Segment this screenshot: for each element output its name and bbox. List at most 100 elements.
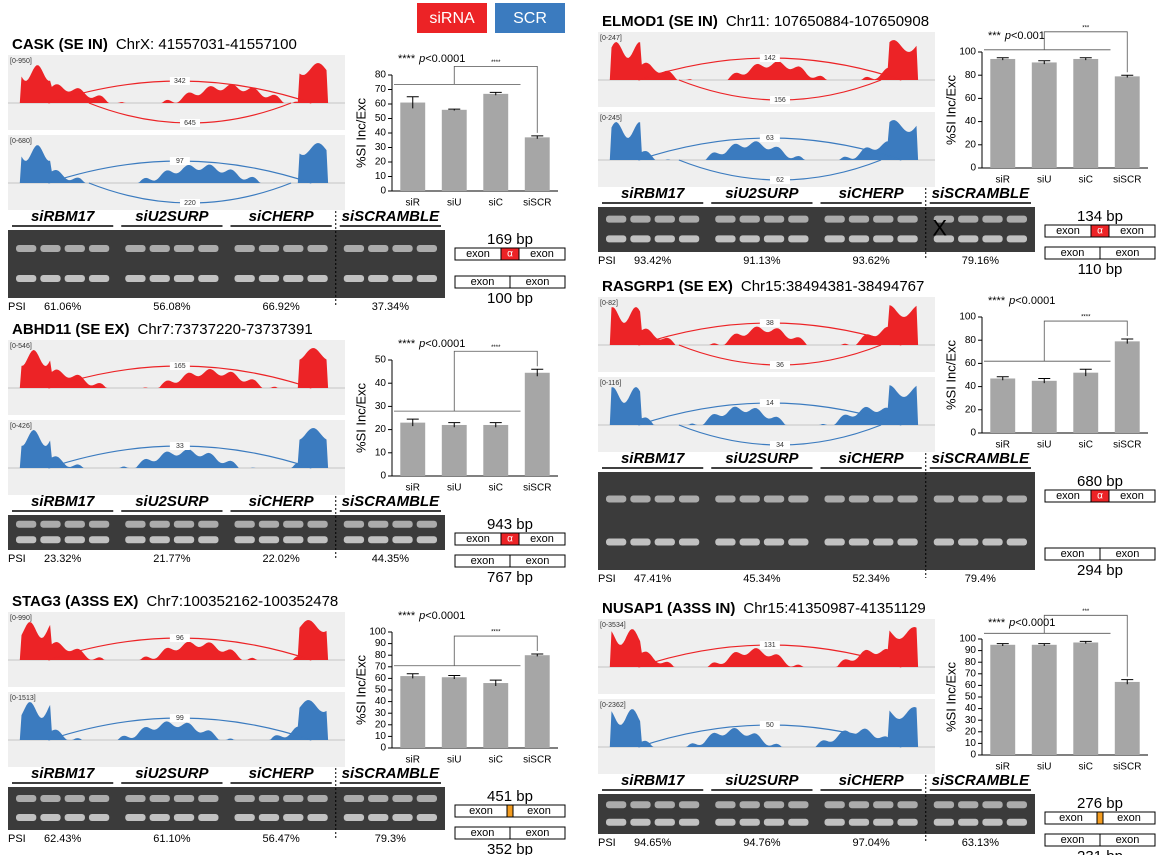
lane-group: siSCRAMBLE	[342, 208, 441, 225]
y-tick-label: 100	[959, 47, 976, 58]
gel-band	[764, 216, 784, 223]
psi-value: 62.43%	[44, 833, 82, 845]
psi-value: 21.77%	[153, 553, 191, 565]
gel-band	[764, 539, 784, 546]
y-tick-label: 20	[375, 719, 387, 730]
gel-band	[934, 495, 954, 502]
gel-band	[198, 795, 218, 802]
track-range: [0-3534]	[600, 622, 626, 629]
y-tick-label: 60	[375, 673, 387, 684]
track-range: [0-426]	[10, 423, 32, 430]
junction-count: 142	[764, 55, 776, 62]
gel-band	[150, 521, 170, 528]
coordinates: Chr15:41350987-41351129	[743, 600, 925, 617]
gel-band	[150, 536, 170, 543]
gel-band	[740, 801, 760, 808]
gel-band	[764, 495, 784, 502]
gel-band	[235, 245, 255, 252]
psi-value: 37.34%	[372, 301, 410, 313]
junction-count: 36	[776, 362, 784, 369]
x-tick-label: siR	[406, 198, 420, 209]
gel-band	[849, 801, 869, 808]
p: p	[418, 53, 425, 65]
gel-band	[307, 245, 327, 252]
gel-band	[679, 801, 699, 808]
gel-band	[174, 814, 194, 821]
junction-count: 156	[774, 97, 786, 104]
psi-value: 56.47%	[262, 833, 300, 845]
gel-band	[740, 539, 760, 546]
legend-label: SCR	[513, 10, 547, 27]
y-tick-label: 30	[375, 142, 387, 153]
lane-group: siCHERP	[249, 208, 315, 225]
gel-band	[16, 275, 36, 282]
band-size: 110 bp	[1078, 261, 1123, 278]
y-tick-label: 40	[965, 703, 977, 714]
x-tick-label: siSCR	[1113, 440, 1141, 451]
gel-band	[606, 216, 626, 223]
gel-band	[235, 814, 255, 821]
gel-band	[174, 795, 194, 802]
gel-band	[65, 536, 85, 543]
band-size: 294 bp	[1077, 562, 1123, 579]
panel-title: ABHD11 (SE EX)Chr7:73737220-73737391	[12, 321, 313, 338]
gel-band	[655, 819, 675, 826]
gel-band	[89, 275, 109, 282]
x-tick-label: siU	[447, 755, 461, 766]
lane-group: siCHERP	[249, 765, 315, 782]
y-tick-label: 0	[970, 163, 976, 174]
gel-band	[235, 536, 255, 543]
x-tick-label: siR	[406, 755, 420, 766]
p-annotation: ****p<0.0001	[988, 617, 1055, 629]
gel-band	[715, 495, 735, 502]
gel-band	[982, 801, 1002, 808]
gel-band	[368, 536, 388, 543]
gel-band	[198, 536, 218, 543]
gene-name: RASGRP1 (SE EX)	[602, 278, 733, 295]
p-value: <0.001	[1011, 30, 1045, 42]
y-tick-label: 10	[375, 447, 387, 458]
gel-band	[873, 801, 893, 808]
y-tick-label: 40	[375, 378, 387, 389]
gel-band	[788, 216, 808, 223]
gel-band	[125, 275, 145, 282]
gel-band	[16, 521, 36, 528]
y-tick-label: 30	[965, 715, 977, 726]
alt-exon	[1097, 812, 1103, 824]
x-tick-label: siSCR	[523, 483, 551, 494]
junction-count: 62	[776, 177, 784, 184]
exon-label: exon	[1120, 225, 1144, 237]
gel-band	[679, 819, 699, 826]
bracket-stars: ****	[491, 345, 501, 351]
exon-label: exon	[526, 827, 550, 839]
panel-title: CASK (SE IN)ChrX: 41557031-41557100	[12, 36, 297, 53]
gel-band	[740, 235, 760, 242]
exon-label: exon	[1061, 247, 1085, 259]
junction-count: 99	[176, 715, 184, 722]
psi-value: 61.10%	[153, 833, 191, 845]
band-size: 276 bp	[1077, 795, 1123, 812]
y-tick-label: 0	[970, 428, 976, 439]
y-axis-label: %SI Inc/Exc	[353, 97, 368, 168]
gel-band	[825, 495, 845, 502]
gel-band	[655, 235, 675, 242]
gel-band	[259, 795, 279, 802]
gel-band	[630, 819, 650, 826]
gel-band	[825, 801, 845, 808]
y-tick-label: 0	[380, 471, 386, 482]
gel-band	[174, 521, 194, 528]
stars: ****	[988, 617, 1006, 629]
y-tick-label: 90	[965, 645, 977, 656]
junction-count: 131	[764, 642, 776, 649]
y-tick-label: 100	[959, 634, 976, 645]
gel-band	[1007, 819, 1027, 826]
p-annotation: ***p<0.001	[988, 30, 1045, 42]
gel-band	[283, 275, 303, 282]
gel-band	[259, 275, 279, 282]
band-size: 100 bp	[487, 290, 533, 307]
gel-band	[235, 275, 255, 282]
gel-band	[715, 819, 735, 826]
gel-band	[655, 495, 675, 502]
gel-band	[125, 795, 145, 802]
junction-count: 34	[776, 442, 784, 449]
